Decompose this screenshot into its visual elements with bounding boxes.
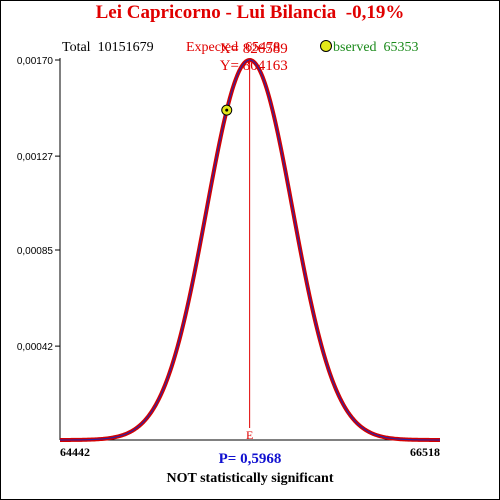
chart-title: Lei Capricorno - Lui Bilancia -0,19% [95, 2, 405, 23]
x-tick-label: 64442 [60, 445, 90, 459]
total-count: Total 10151679 [62, 40, 154, 55]
x-tick-label: 66518 [410, 445, 440, 459]
observed-marker-center [225, 108, 229, 112]
observed-legend: bserved 65353 [320, 40, 419, 56]
significance-verdict: NOT statistically significant [166, 471, 334, 486]
stats-row: Total 10151679 Expected 65478 bserved 65… [0, 40, 500, 58]
expected-count: Expected 65478 [186, 40, 281, 55]
observed-marker-icon [320, 40, 332, 52]
p-value: P= 0,5968 [218, 451, 282, 467]
y-tick-label: 0,00042 [17, 342, 54, 353]
y-tick-label: 0,00127 [17, 152, 54, 163]
y-tick-label: 0,00170 [17, 56, 54, 67]
observed-count: bserved 65353 [333, 40, 419, 55]
expected-label: E [246, 428, 253, 442]
x-count: X= 826589 [219, 41, 288, 57]
y-tick-label: 0,00085 [17, 246, 54, 257]
xy-counts: X= 826589 Y= 804163 [0, 24, 500, 75]
